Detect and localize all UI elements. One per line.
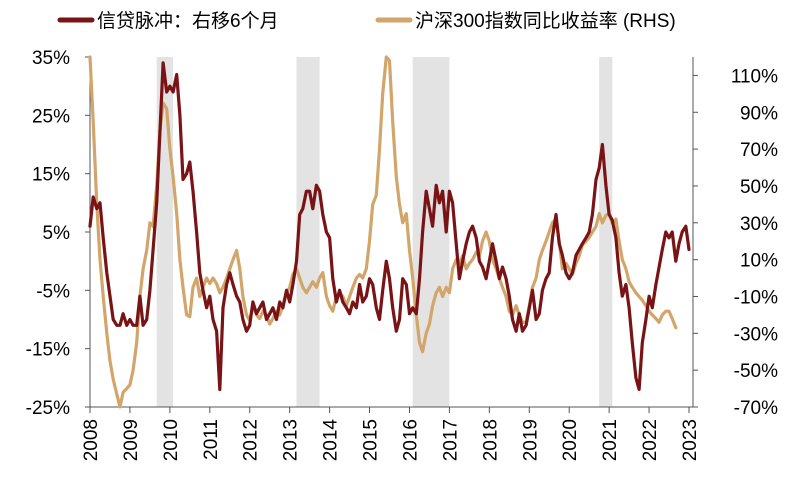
- right-tick-label: 90%: [740, 103, 778, 124]
- series-group: [88, 55, 691, 409]
- left-tick-label: -5%: [36, 281, 70, 302]
- shaded-period-2: [412, 57, 450, 407]
- shaded-period-0: [156, 57, 174, 407]
- x-tick-label: 2015: [361, 419, 382, 461]
- x-tick-label: 2020: [560, 419, 581, 461]
- right-tick-label: -50%: [734, 361, 778, 382]
- x-tick-label: 2023: [680, 419, 701, 461]
- right-tick-label: 70%: [740, 140, 778, 161]
- left-tick-label: 15%: [32, 165, 70, 186]
- left-tick-label: 35%: [32, 48, 70, 69]
- left-tick-label: -25%: [26, 398, 70, 419]
- shaded-period-1: [296, 57, 320, 407]
- right-tick-label: -30%: [734, 324, 778, 345]
- x-tick-label: 2013: [281, 419, 302, 461]
- left-tick-label: 5%: [43, 223, 71, 244]
- recession-shading-group: [156, 57, 613, 407]
- x-tick-label: 2011: [201, 419, 222, 460]
- shaded-period-3: [599, 57, 613, 407]
- right-tick-label: 50%: [740, 177, 778, 198]
- right-tick-label: 30%: [740, 214, 778, 235]
- left-tick-label: -15%: [26, 340, 70, 361]
- series-line-csi300-yoy: [88, 55, 678, 409]
- x-tick-label: 2021: [600, 419, 621, 461]
- right-tick-label: -70%: [734, 398, 778, 419]
- legend-label: 信贷脉冲：右移6个月: [97, 10, 279, 32]
- right-tick-label: 110%: [731, 66, 778, 87]
- series-line-credit-impulse: [88, 61, 691, 392]
- x-tick-label: 2009: [121, 419, 142, 461]
- right-tick-label: 10%: [740, 251, 778, 272]
- x-tick-label: 2017: [440, 419, 461, 461]
- axes-group: 35% 25% 15% 5% -5% -15% -25% 110% 90% 70% 50% 30% 10…: [26, 48, 778, 461]
- right-tick-label: -10%: [734, 287, 778, 308]
- x-tick-label: 2016: [400, 419, 421, 461]
- left-tick-label: 25%: [32, 106, 70, 127]
- x-tick-label: 2010: [161, 419, 182, 461]
- x-tick-label: 2022: [640, 419, 661, 461]
- x-tick-label: 2019: [520, 419, 541, 461]
- x-tick-label: 2012: [241, 419, 262, 461]
- x-tick-label: 2018: [480, 419, 501, 461]
- legend-label: 沪深300指数同比收益率 (RHS): [415, 10, 676, 32]
- x-tick-label: 2008: [81, 419, 102, 461]
- legend: 信贷脉冲：右移6个月 沪深300指数同比收益率 (RHS): [57, 10, 676, 32]
- x-tick-label: 2014: [321, 419, 342, 462]
